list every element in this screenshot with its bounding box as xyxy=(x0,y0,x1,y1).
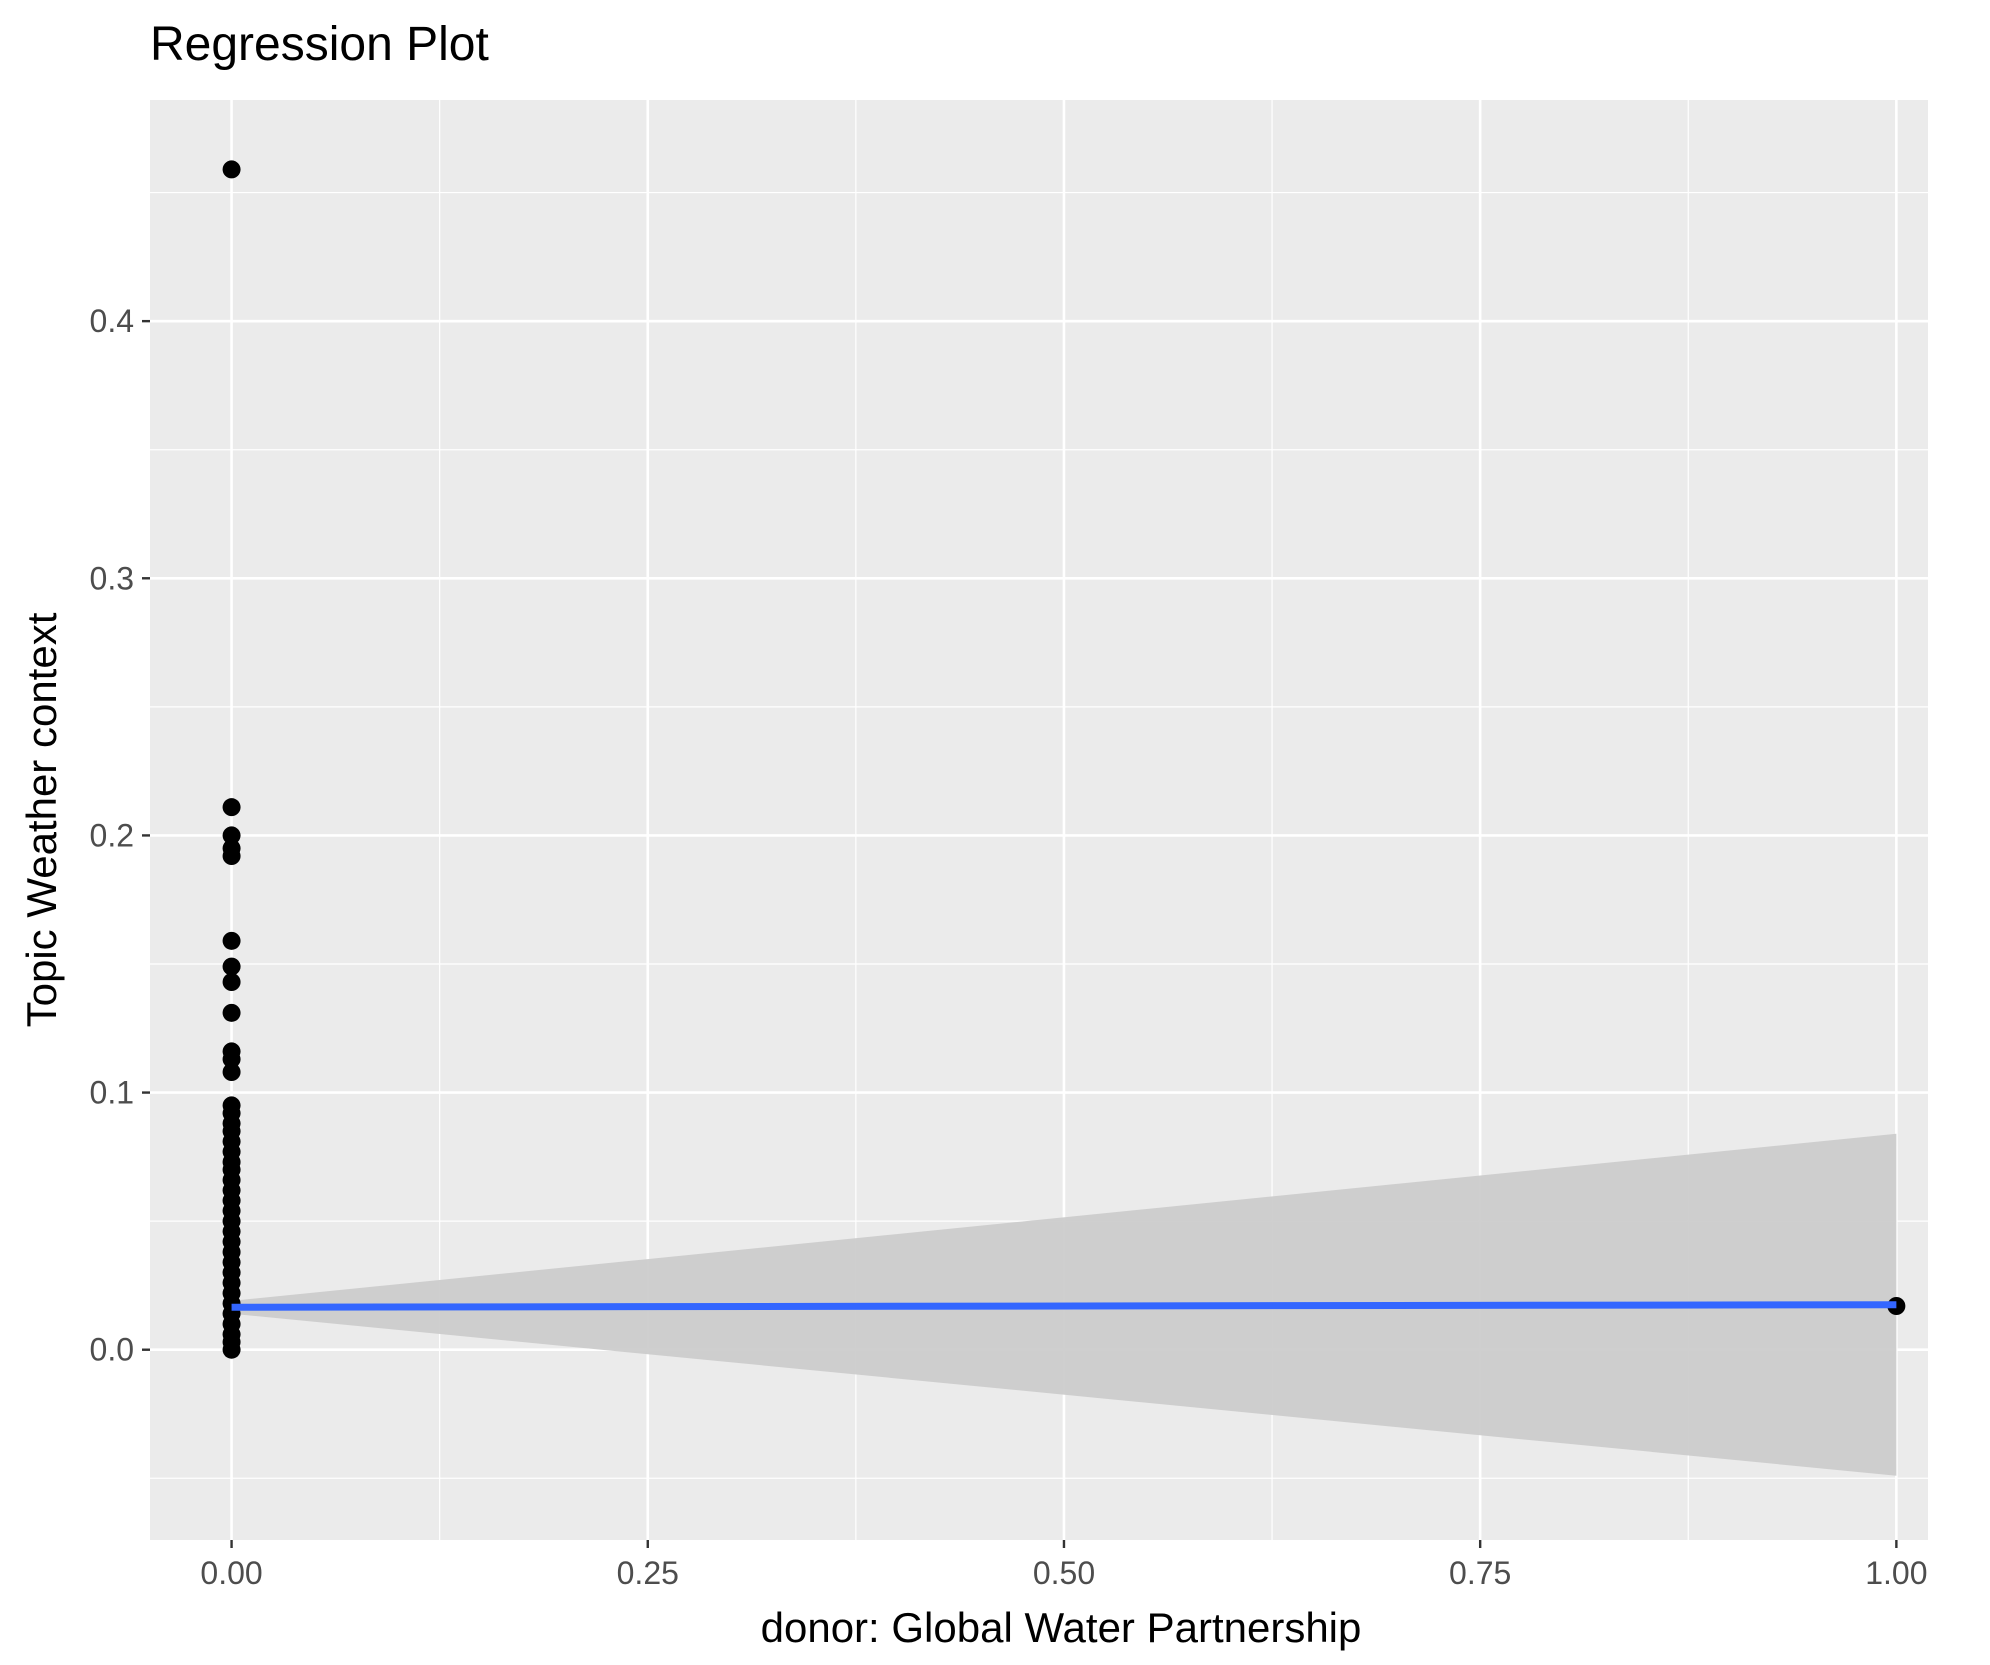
y-tick-label: 0.1 xyxy=(90,1075,134,1111)
x-tick-label: 0.75 xyxy=(1449,1555,1511,1591)
x-tick-label: 1.00 xyxy=(1865,1555,1927,1591)
y-axis: 0.0 0.1 0.2 0.3 0.4 xyxy=(90,303,150,1368)
data-point xyxy=(222,826,241,845)
data-point xyxy=(222,931,241,950)
data-point xyxy=(222,1003,241,1022)
x-axis: 0.00 0.25 0.50 0.75 1.00 xyxy=(200,1540,1928,1591)
regression-line xyxy=(231,1301,1897,1311)
x-tick-label: 0.00 xyxy=(200,1555,262,1591)
data-point xyxy=(222,847,241,865)
x-axis-title: donor: Global Water Partnership xyxy=(761,1604,1362,1651)
x-tick-label: 0.25 xyxy=(617,1555,679,1591)
chart-title: Regression Plot xyxy=(150,18,489,71)
data-point xyxy=(222,1050,241,1069)
data-point xyxy=(222,1340,241,1359)
regression-line-layer xyxy=(231,1301,1897,1311)
minor-gridlines xyxy=(150,100,1928,1540)
data-point xyxy=(222,957,241,976)
data-point xyxy=(222,798,241,817)
y-tick-label: 0.2 xyxy=(90,817,134,853)
y-tick-label: 0.0 xyxy=(90,1332,134,1368)
data-point xyxy=(222,1063,241,1081)
data-point xyxy=(222,160,241,179)
y-tick-label: 0.4 xyxy=(90,303,134,339)
data-point xyxy=(222,973,241,991)
points-layer xyxy=(222,160,1906,1359)
y-tick-label: 0.3 xyxy=(90,560,134,596)
y-axis-title: Topic Weather context xyxy=(18,612,65,1027)
x-tick-label: 0.50 xyxy=(1033,1555,1095,1591)
